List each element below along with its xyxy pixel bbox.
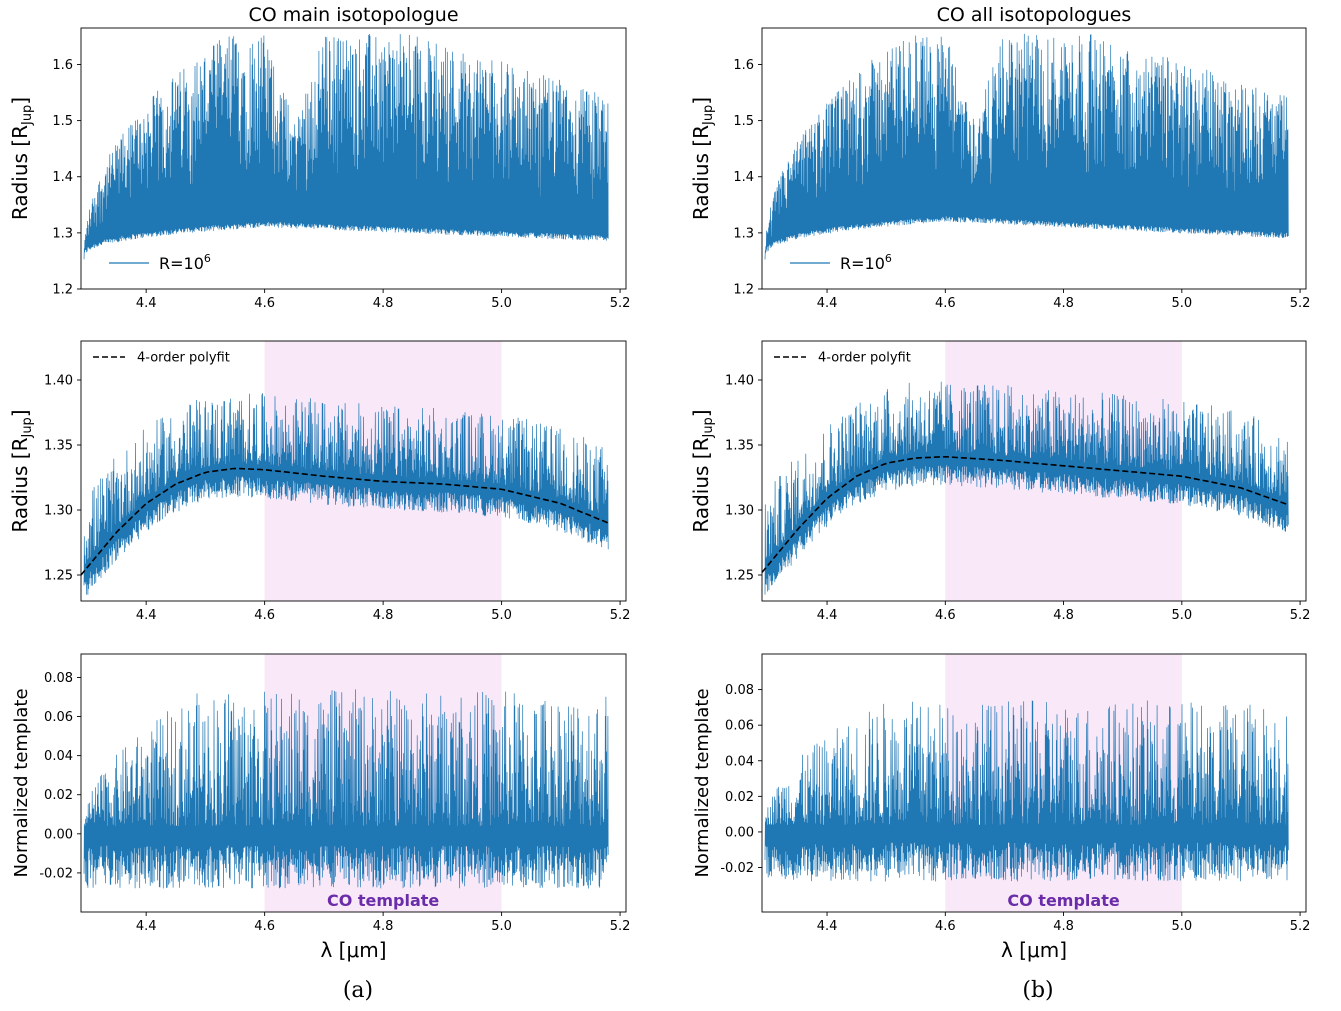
spectrum-line (764, 700, 1289, 882)
y-tick-label: 1.4 (52, 170, 73, 185)
y-tick-label: 1.40 (44, 374, 73, 389)
x-tick-label: 4.4 (817, 919, 838, 934)
y-tick-label: 0.06 (725, 719, 754, 734)
plot-frame (80, 653, 627, 913)
panel-a-bottom: 4.4 4.6 4.8 5.0 5.2 -0.02 0.00 0.02 0.04 0.06 0.08… (11, 653, 631, 962)
x-tick-label: 4.6 (254, 919, 275, 934)
y-tick-label: 1.6 (52, 58, 73, 73)
y-tick-label: 1.30 (725, 504, 754, 519)
polyfit-line (80, 467, 609, 576)
y-tick-label: 0.00 (44, 827, 73, 842)
x-tick-label: 4.4 (817, 296, 838, 311)
spectrum-line (764, 33, 1289, 260)
plot-frame (761, 27, 1307, 290)
y-tick-label: -0.02 (39, 866, 73, 881)
x-tick-label: 4.6 (254, 608, 275, 623)
x-axis-label: λ [μm] (1001, 938, 1067, 962)
y-tick-label: 0.02 (44, 788, 73, 803)
y-axis-label: Radius [RJup] (689, 409, 716, 532)
x-tick-label: 4.8 (373, 296, 394, 311)
y-tick-label: 1.5 (52, 114, 73, 129)
legend-label: R=106 (840, 252, 892, 273)
y-tick-label: 0.04 (725, 754, 754, 769)
x-tick-label: 5.2 (610, 919, 631, 934)
y-tick-label: 0.04 (44, 749, 73, 764)
band-label: CO template (327, 891, 439, 910)
panel-title: CO all isotopologues (937, 4, 1132, 26)
x-tick-label: 4.4 (136, 296, 157, 311)
legend-label: 4-order polyfit (818, 351, 911, 366)
x-tick-label: 5.0 (1171, 296, 1192, 311)
legend-label: R=106 (159, 252, 211, 273)
y-tick-label: 1.40 (725, 374, 754, 389)
y-tick-label: 1.6 (733, 58, 754, 73)
spectrum-line (83, 393, 609, 595)
y-tick-label: 0.08 (44, 671, 73, 686)
x-tick-label: 5.0 (1171, 608, 1192, 623)
x-tick-label: 4.6 (935, 919, 956, 934)
x-tick-label: 4.6 (254, 296, 275, 311)
y-axis-label: Radius [RJup] (8, 409, 35, 532)
x-tick-label: 4.8 (1053, 919, 1074, 934)
panel-b-top: 4.4 4.6 4.8 5.0 5.2 1.2 1.3 1.4 1.5 1.6 CO all iso… (689, 4, 1310, 311)
x-tick-label: 5.2 (610, 608, 631, 623)
y-axis-label: Normalized template (692, 688, 713, 877)
y-tick-label: 0.02 (725, 790, 754, 805)
y-axis-label: Radius [RJup] (689, 97, 716, 220)
y-tick-label: 1.2 (52, 283, 73, 298)
x-tick-label: 5.0 (1171, 919, 1192, 934)
plot-frame (761, 340, 1307, 602)
plot-frame (80, 27, 627, 290)
y-tick-label: 1.35 (725, 439, 754, 454)
y-tick-label: 1.4 (733, 170, 754, 185)
x-tick-label: 4.8 (373, 608, 394, 623)
y-tick-label: 1.3 (52, 226, 73, 241)
panel-a-middle: 4.4 4.6 4.8 5.0 5.2 1.25 1.30 1.35 1.40 Radius [R… (8, 340, 631, 623)
panel-a-top: 4.4 4.6 4.8 5.0 5.2 1.2 1.3 1.4 1.5 1.6 CO main is… (8, 4, 630, 311)
x-tick-label: 4.6 (935, 608, 956, 623)
y-tick-label: 1.35 (44, 439, 73, 454)
x-tick-label: 4.8 (373, 919, 394, 934)
y-tick-label: 0.00 (725, 825, 754, 840)
y-axis-label: Radius [RJup] (8, 97, 35, 220)
y-tick-label: 1.25 (44, 569, 73, 584)
x-tick-label: 5.0 (491, 919, 512, 934)
x-tick-label: 5.2 (1290, 296, 1311, 311)
x-tick-label: 4.8 (1053, 296, 1074, 311)
plot-frame (761, 653, 1307, 913)
plot-frame (80, 340, 627, 602)
caption-b: (b) (1022, 978, 1054, 1003)
y-tick-label: 0.08 (725, 683, 754, 698)
y-tick-label: 1.30 (44, 504, 73, 519)
x-tick-label: 5.2 (610, 296, 631, 311)
spectrum-line (83, 689, 609, 889)
y-tick-label: 1.2 (733, 283, 754, 298)
spectrum-line (764, 381, 1289, 595)
polyfit-line (761, 455, 1289, 573)
y-tick-label: 1.5 (733, 114, 754, 129)
caption-a: (a) (342, 978, 374, 1003)
y-tick-label: 1.25 (725, 569, 754, 584)
y-tick-label: 0.06 (44, 710, 73, 725)
spectrum-line (83, 33, 609, 260)
legend-label: 4-order polyfit (137, 351, 230, 366)
y-axis-label: Normalized template (11, 688, 32, 877)
y-tick-label: -0.02 (720, 861, 754, 876)
x-tick-label: 5.2 (1290, 919, 1311, 934)
x-tick-label: 5.0 (491, 608, 512, 623)
panel-title: CO main isotopologue (248, 4, 458, 26)
x-tick-label: 4.4 (817, 608, 838, 623)
x-tick-label: 4.8 (1053, 608, 1074, 623)
panel-b-middle: 4.4 4.6 4.8 5.0 5.2 1.25 1.30 1.35 1.40 Radius [R… (689, 340, 1311, 623)
x-tick-label: 4.6 (935, 296, 956, 311)
x-axis-label: λ [μm] (320, 938, 386, 962)
band-label: CO template (1007, 891, 1119, 910)
panel-b-bottom: 4.4 4.6 4.8 5.0 5.2 -0.02 0.00 0.02 0.04 0.06 0.08… (692, 653, 1311, 962)
x-tick-label: 4.4 (136, 608, 157, 623)
x-tick-label: 4.4 (136, 919, 157, 934)
x-tick-label: 5.0 (491, 296, 512, 311)
y-tick-label: 1.3 (733, 226, 754, 241)
x-tick-label: 5.2 (1290, 608, 1311, 623)
